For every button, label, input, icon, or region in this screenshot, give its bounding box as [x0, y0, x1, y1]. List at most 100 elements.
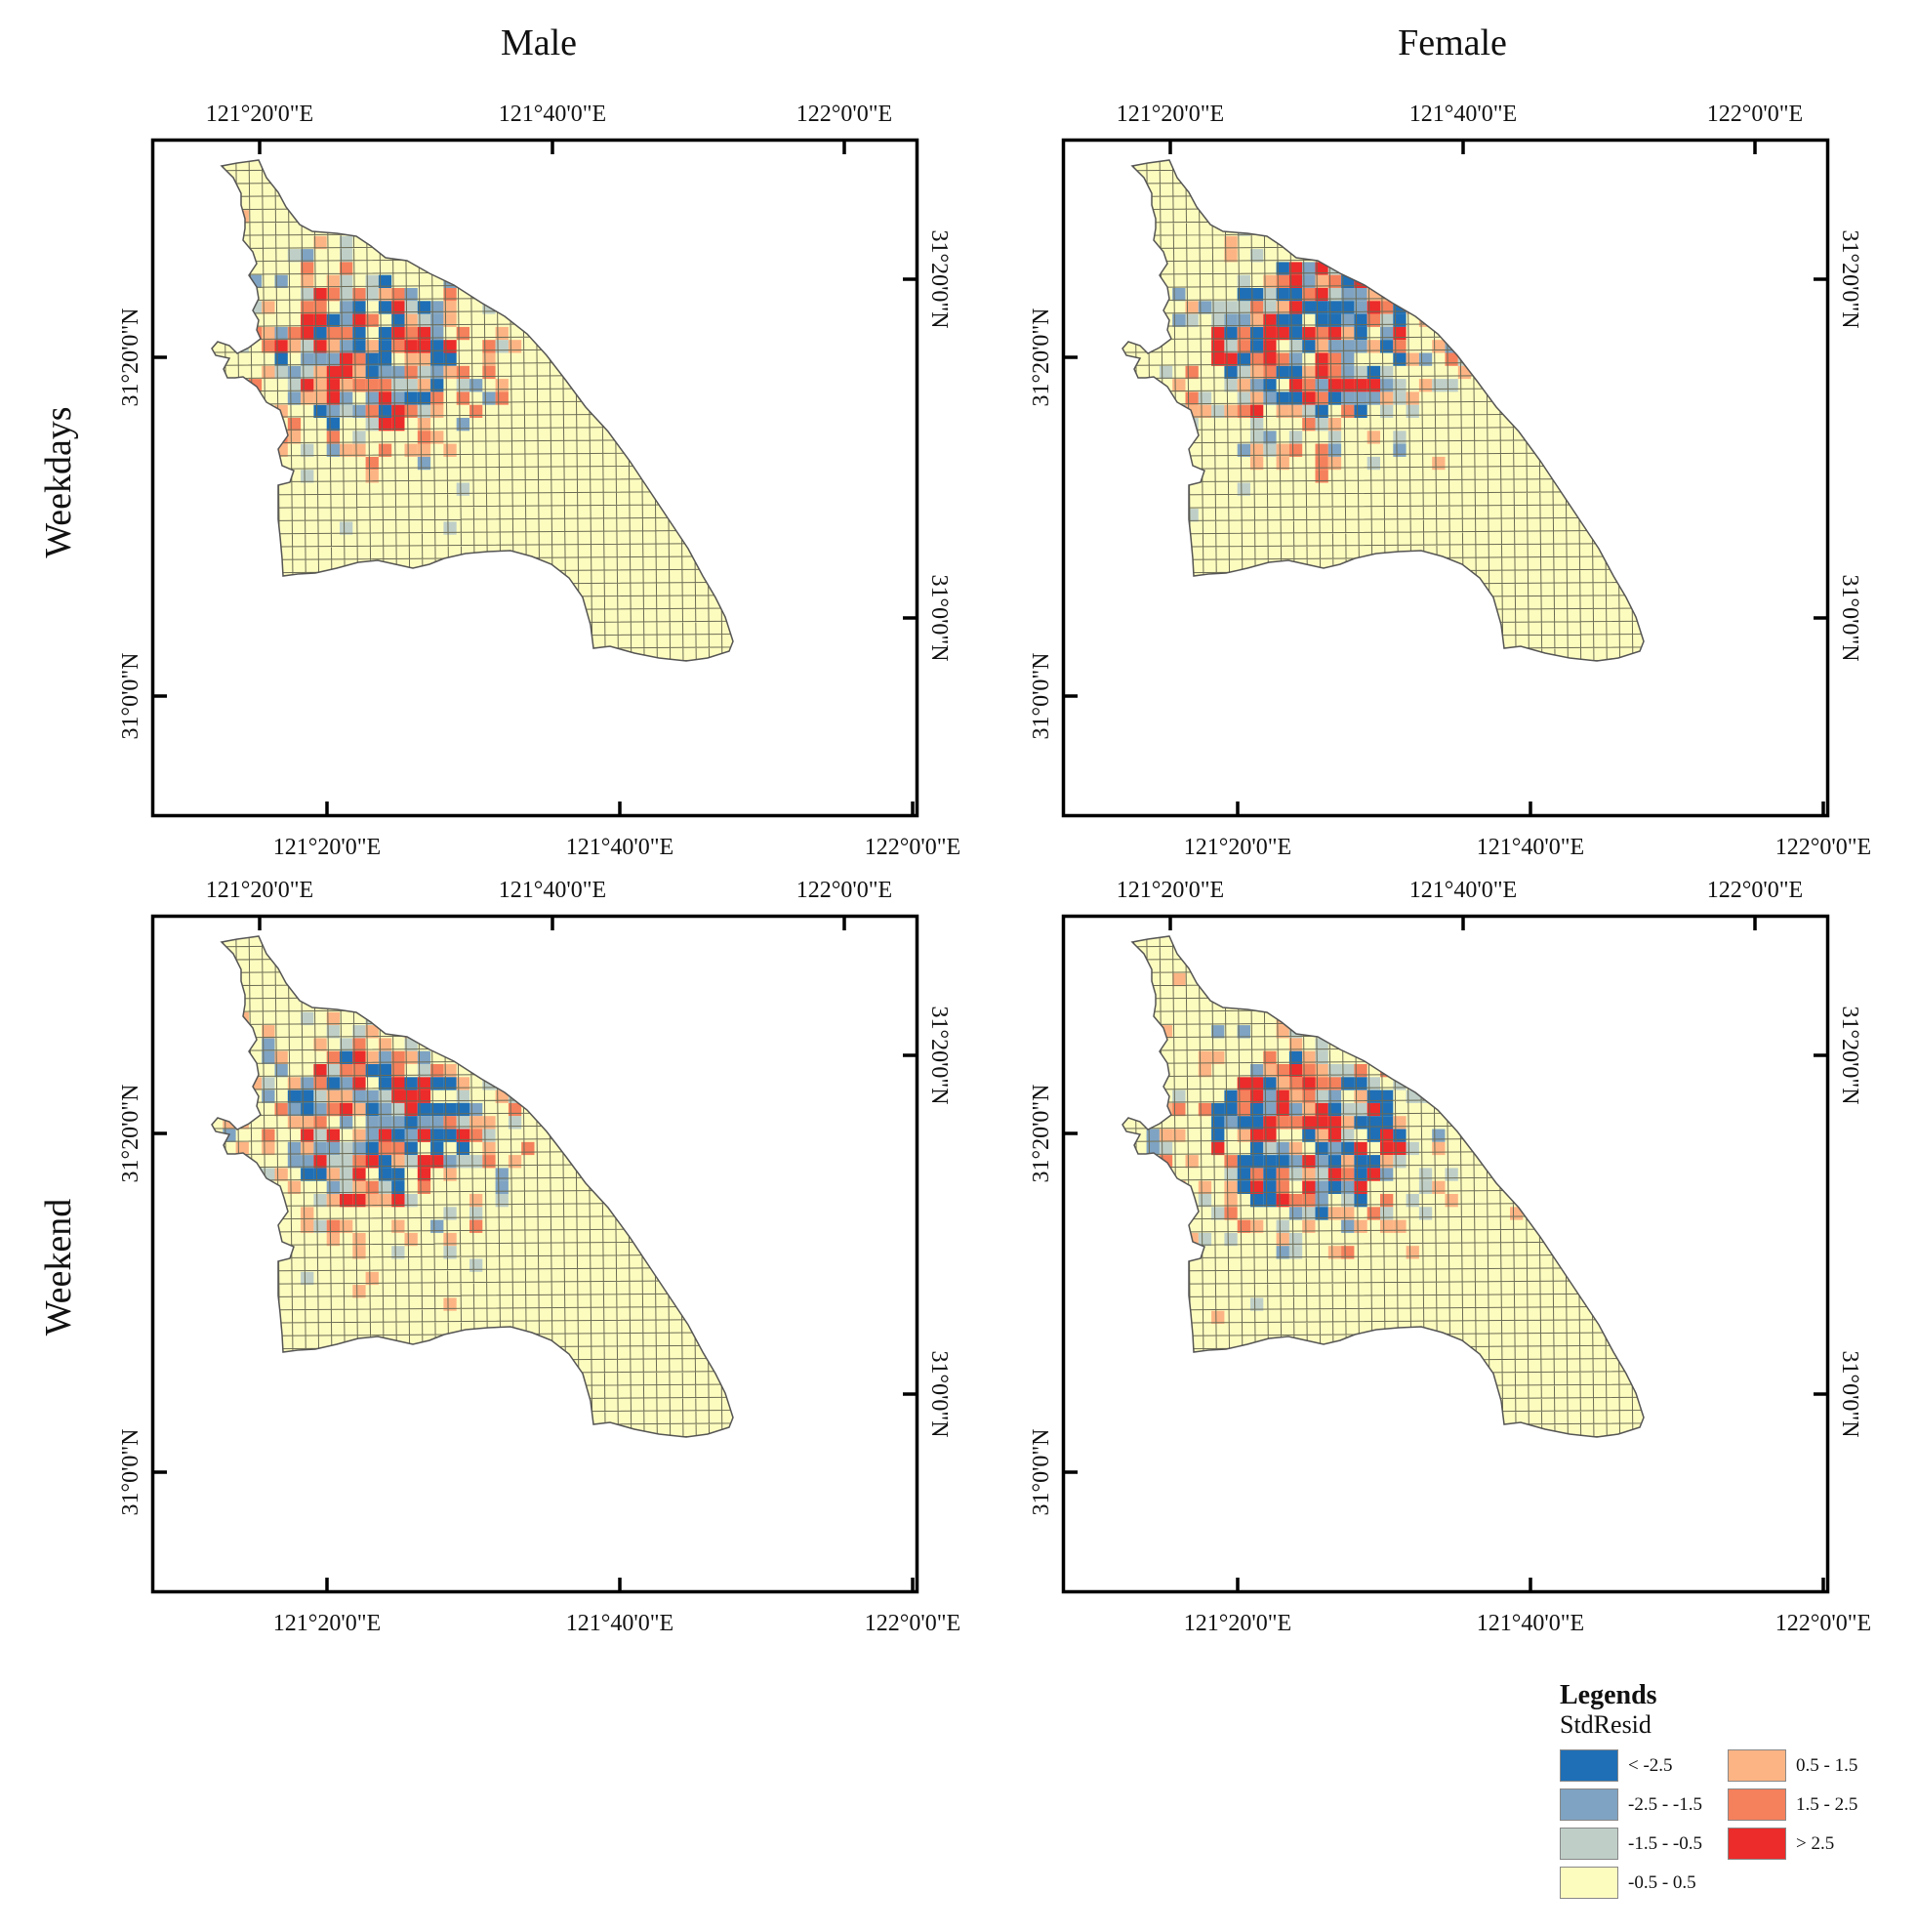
grid-cell: [365, 352, 379, 366]
grid-cell: [1354, 986, 1367, 1000]
grid-cell: [1211, 1141, 1225, 1156]
grid-cell: [1237, 1219, 1250, 1233]
grid-cell: [495, 340, 509, 353]
grid-cell: [1341, 326, 1355, 341]
grid-cell: [313, 288, 327, 302]
grid-cell: [326, 379, 340, 392]
grid-cell: [417, 301, 431, 314]
grid-cell: [1432, 1129, 1446, 1142]
grid-cell: [340, 1050, 353, 1064]
grid-cell: [1432, 1038, 1446, 1051]
grid-cell: [1172, 1089, 1186, 1103]
grid-cell: [1354, 1116, 1367, 1130]
legend-swatch: [1560, 1828, 1618, 1860]
grid-cell: [495, 379, 509, 392]
grid-cell: [1159, 365, 1173, 380]
legend-item: -2.5 - -1.5: [1560, 1788, 1702, 1821]
grid-cell: [313, 1064, 327, 1078]
grid-cell: [1276, 1089, 1289, 1103]
grid-cell: [1393, 235, 1407, 250]
grid-cell: [404, 1011, 418, 1026]
grid-cell: [352, 1285, 366, 1298]
grid-cell: [404, 288, 418, 302]
grid-cell: [1393, 379, 1407, 392]
grid-cell: [1380, 326, 1394, 341]
grid-cell: [1237, 404, 1250, 418]
grid-cell: [248, 1168, 263, 1181]
grid-cell: [443, 288, 457, 302]
grid-cell: [262, 340, 275, 353]
axis-label: 31°20'0"N: [118, 308, 143, 406]
grid-cell: [1133, 379, 1147, 392]
grid-cell: [1198, 1050, 1212, 1064]
grid-cell: [1341, 1064, 1355, 1078]
grid-cell: [1354, 1102, 1367, 1117]
map-frame: [1061, 914, 1830, 1594]
axis-label: 122°0'0"E: [1775, 1611, 1871, 1636]
axis-label: 31°0'0"N: [926, 1350, 952, 1437]
legend-label: 1.5 - 2.5: [1796, 1793, 1858, 1815]
grid-cell: [1224, 1194, 1238, 1208]
grid-cell: [1250, 1141, 1264, 1156]
grid-cell: [469, 1155, 483, 1169]
axis-label: 31°20'0"N: [926, 229, 952, 328]
grid-cell: [223, 379, 236, 392]
grid-cell: [326, 313, 340, 327]
grid-cell: [1211, 1207, 1225, 1220]
grid-cell: [391, 1116, 405, 1130]
grid-cell: [1327, 1246, 1342, 1259]
grid-cell: [1327, 1129, 1342, 1142]
grid-cell: [1366, 1116, 1380, 1130]
grid-cell: [1366, 1102, 1380, 1117]
grid-cell: [1393, 1141, 1407, 1156]
grid-cell: [340, 301, 353, 314]
grid-cell: [430, 326, 444, 341]
grid-cell: [430, 1102, 444, 1117]
grid-cell: [1354, 1141, 1367, 1156]
grid-cell: [1288, 1050, 1303, 1064]
grid-cell: [235, 1168, 249, 1181]
grid-cell: [1263, 1116, 1277, 1130]
map-svg: 121°20'0"E 121°40'0"E 122°0'0"E 121°20'0"E 1…: [118, 102, 960, 860]
grid-cell: [340, 352, 353, 366]
legend-swatch: [1560, 1788, 1618, 1821]
column-title-male: Male: [500, 22, 578, 63]
axis-label: 31°0'0"N: [118, 1428, 143, 1515]
grid-cell: [1366, 1077, 1380, 1090]
grid-cell: [417, 1064, 431, 1078]
axis-label: 121°40'0"E: [1477, 1611, 1584, 1636]
grid-cell: [1288, 1077, 1303, 1090]
axis-label: 122°0'0"E: [865, 1611, 960, 1636]
grid-cell: [443, 313, 457, 327]
grid-cell: [365, 313, 379, 327]
grid-cell: [1250, 1116, 1264, 1130]
grid-cell: [1406, 1011, 1419, 1026]
legend-field: StdResid: [1560, 1710, 1652, 1739]
grid-cell: [1432, 379, 1446, 392]
grid-cell: [430, 1129, 444, 1142]
grid-cell: [212, 274, 224, 288]
grid-cell: [1159, 1129, 1173, 1142]
grid-cell: [1172, 404, 1186, 418]
grid-cell: [1445, 379, 1458, 392]
grid-cell: [352, 1141, 366, 1156]
grid-cell: [1418, 301, 1433, 314]
grid-cell: [1172, 288, 1186, 302]
grid-cell: [287, 1141, 302, 1156]
grid-cell: [1263, 326, 1277, 341]
grid-cell: [482, 365, 496, 380]
grid-cell: [1380, 1102, 1394, 1117]
grid-cell: [365, 1025, 379, 1039]
grid-cell: [495, 1025, 509, 1039]
grid-cell: [1380, 249, 1394, 263]
grid-cell: [301, 1219, 314, 1233]
grid-cell: [1185, 313, 1199, 327]
grid-cell: [1288, 301, 1303, 314]
grid-cell: [404, 1102, 418, 1117]
grid-cell: [313, 379, 327, 392]
grid-cell: [235, 1141, 249, 1156]
grid-cell: [404, 1077, 418, 1090]
grid-cell: [1302, 223, 1316, 236]
grid-cell: [495, 1168, 509, 1181]
grid-cell: [1366, 1089, 1380, 1103]
